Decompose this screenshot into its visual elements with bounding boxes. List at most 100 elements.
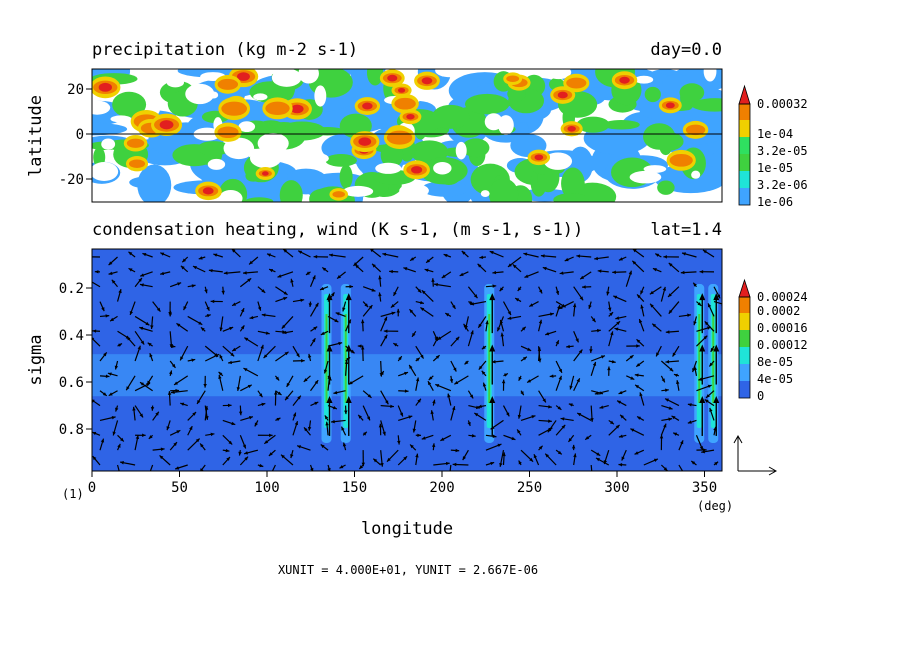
heating-colorbar: 0 4e-05 8e-05 0.00012 0.00016 0.0002 0.0… bbox=[738, 278, 808, 403]
wind-vector-head bbox=[669, 367, 674, 372]
wind-vector-head bbox=[462, 456, 467, 461]
wind-vector-head bbox=[310, 467, 314, 471]
wind-vector-head bbox=[403, 456, 408, 461]
precip-gap bbox=[92, 161, 119, 182]
wind-vector-head bbox=[361, 462, 366, 467]
wind-vector-head bbox=[283, 249, 288, 253]
wind-vector-head bbox=[492, 284, 497, 288]
wind-vector-head bbox=[126, 336, 131, 341]
wind-vector-head bbox=[231, 249, 236, 253]
wind-vector-head bbox=[329, 253, 333, 257]
wind-vector-head bbox=[219, 354, 223, 359]
wind-vector-head bbox=[427, 381, 432, 386]
precip-frame bbox=[91, 68, 723, 203]
wind-vector-head bbox=[540, 254, 545, 258]
wind-vector-head bbox=[693, 282, 697, 287]
wind-vector-head bbox=[417, 433, 422, 438]
wind-vector-head bbox=[481, 370, 486, 375]
wind-vector-head bbox=[108, 392, 113, 396]
precip-gap bbox=[92, 100, 111, 115]
wind-vector-head bbox=[140, 382, 144, 386]
wind-vector-head bbox=[290, 454, 294, 459]
precip-hotspot bbox=[566, 77, 587, 89]
wind-vector-head bbox=[503, 373, 508, 377]
wind-vector-head bbox=[156, 307, 161, 312]
wind-vector-head bbox=[92, 431, 97, 436]
wind-vector-head bbox=[529, 457, 534, 462]
wind-vector-head bbox=[477, 404, 482, 409]
wind-vector-head bbox=[170, 390, 175, 394]
wind-vector-head bbox=[672, 352, 676, 357]
wind-vector-head bbox=[132, 406, 136, 411]
wind-vector-head bbox=[176, 323, 181, 327]
heating-midlevel-band bbox=[92, 354, 722, 397]
wind-vector-head bbox=[415, 377, 420, 382]
precip-gap bbox=[218, 190, 243, 202]
precip-day-label: day=0.0 bbox=[650, 40, 722, 60]
wind-vector-head bbox=[415, 453, 419, 458]
wind-vector-head bbox=[636, 339, 641, 344]
wind-vector-head bbox=[420, 307, 425, 311]
wind-vector-head bbox=[412, 332, 416, 337]
wind-vector-head bbox=[575, 338, 579, 343]
wind-vector-head bbox=[629, 355, 634, 359]
heating-cbar-label-4: 0.00012 bbox=[757, 338, 808, 352]
precip-gap bbox=[634, 75, 654, 84]
wind-vector-head bbox=[659, 434, 664, 439]
wind-vector-head bbox=[337, 274, 341, 279]
units-text: XUNIT = 4.000E+01, YUNIT = 2.667E-06 bbox=[278, 563, 538, 577]
wind-vector-head bbox=[330, 292, 335, 297]
wind-vector-head bbox=[701, 449, 706, 454]
wind-vector-head bbox=[538, 445, 543, 450]
wind-vector-head bbox=[542, 398, 546, 403]
wind-vector-head bbox=[410, 444, 414, 449]
wind-vector-head bbox=[228, 440, 233, 445]
wind-vector-head bbox=[478, 365, 483, 370]
wind-vector-head bbox=[566, 344, 570, 349]
heating-frame bbox=[91, 248, 723, 472]
wind-vector-head bbox=[269, 433, 273, 438]
wind-vector-head bbox=[138, 278, 142, 282]
wind-vector-head bbox=[698, 377, 703, 381]
wind-vector-head bbox=[424, 268, 429, 273]
wind-vector-head bbox=[267, 253, 272, 257]
wind-vector-head bbox=[618, 462, 623, 467]
wind-vector-head bbox=[339, 465, 344, 469]
wind-vector-head bbox=[390, 404, 394, 409]
wind-vector-head bbox=[128, 268, 133, 272]
precip-blob bbox=[553, 193, 589, 202]
wind-vector-head bbox=[382, 431, 386, 436]
wind-vector-head bbox=[461, 250, 466, 255]
wind-vector-head bbox=[135, 435, 140, 440]
wind-vector-head bbox=[527, 379, 532, 383]
wind-vector-head bbox=[437, 336, 442, 340]
wind-vector-head bbox=[713, 395, 720, 403]
wind-vector-head bbox=[243, 271, 247, 275]
wind-vector-head bbox=[463, 323, 467, 328]
wind-vector-head bbox=[549, 374, 554, 378]
wind-vector-head bbox=[313, 326, 318, 331]
wind-vector-head bbox=[249, 416, 253, 420]
wind-vector-head bbox=[452, 406, 456, 411]
wind-vector-head bbox=[385, 400, 389, 405]
wind-vector-head bbox=[117, 443, 121, 448]
wind-vector-head bbox=[665, 398, 670, 402]
wind-vector-head bbox=[108, 261, 113, 266]
heating-column-peak bbox=[344, 314, 347, 403]
wind-vector-head bbox=[191, 358, 196, 362]
wind-vector-head bbox=[218, 371, 223, 376]
wind-vector-head bbox=[555, 290, 560, 295]
precip-hotspot bbox=[387, 74, 398, 82]
precip-hotspot bbox=[411, 166, 423, 174]
precip-gap bbox=[238, 121, 256, 133]
precip-gap bbox=[253, 93, 268, 101]
wind-vector-head bbox=[260, 344, 264, 349]
wind-vector-head bbox=[284, 351, 289, 356]
wind-vector-head bbox=[649, 290, 654, 295]
wind-vector-head bbox=[281, 324, 286, 329]
wind-vector-head bbox=[499, 462, 503, 467]
precip-blob bbox=[561, 167, 585, 200]
wind-vector-head bbox=[709, 407, 713, 412]
wind-vector-head bbox=[716, 294, 721, 299]
wind-vector-head bbox=[244, 451, 249, 455]
